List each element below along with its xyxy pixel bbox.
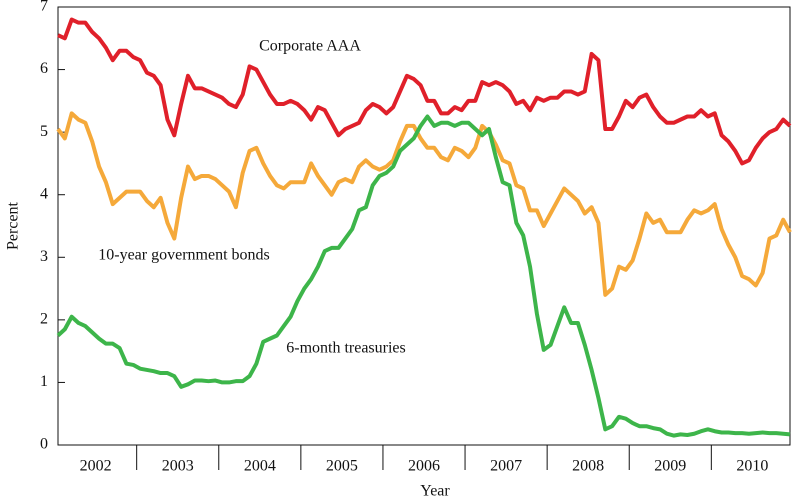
series-label: Corporate AAA bbox=[259, 38, 361, 55]
x-tick-label: 2010 bbox=[736, 458, 768, 475]
y-tick-label: 5 bbox=[40, 123, 48, 140]
series-line bbox=[56, 111, 792, 297]
x-tick-label: 2004 bbox=[244, 458, 276, 475]
series-line bbox=[57, 17, 792, 166]
y-tick-label: 2 bbox=[40, 311, 48, 328]
x-tick-label: 2002 bbox=[80, 458, 112, 475]
y-tick-label: 1 bbox=[40, 373, 48, 390]
x-tick-label: 2005 bbox=[326, 458, 358, 475]
y-axis-label: Percent bbox=[5, 201, 22, 250]
series-line bbox=[56, 114, 791, 438]
series-label: 6-month treasuries bbox=[286, 340, 406, 357]
plot-frame bbox=[57, 6, 791, 446]
y-tick-label: 7 bbox=[40, 0, 48, 15]
x-tick-label: 2007 bbox=[490, 458, 522, 475]
y-tick-label: 3 bbox=[40, 248, 48, 265]
series-label: 10-year government bonds bbox=[98, 247, 270, 264]
y-tick-label: 0 bbox=[40, 436, 48, 453]
y-tick-label: 6 bbox=[40, 60, 48, 77]
x-tick-label: 2008 bbox=[572, 458, 604, 475]
x-axis-label: Year bbox=[420, 483, 450, 500]
y-tick-label: 4 bbox=[40, 185, 48, 202]
x-tick-label: 2006 bbox=[408, 458, 440, 475]
x-tick-label: 2009 bbox=[654, 458, 686, 475]
x-tick-label: 2003 bbox=[162, 458, 194, 475]
